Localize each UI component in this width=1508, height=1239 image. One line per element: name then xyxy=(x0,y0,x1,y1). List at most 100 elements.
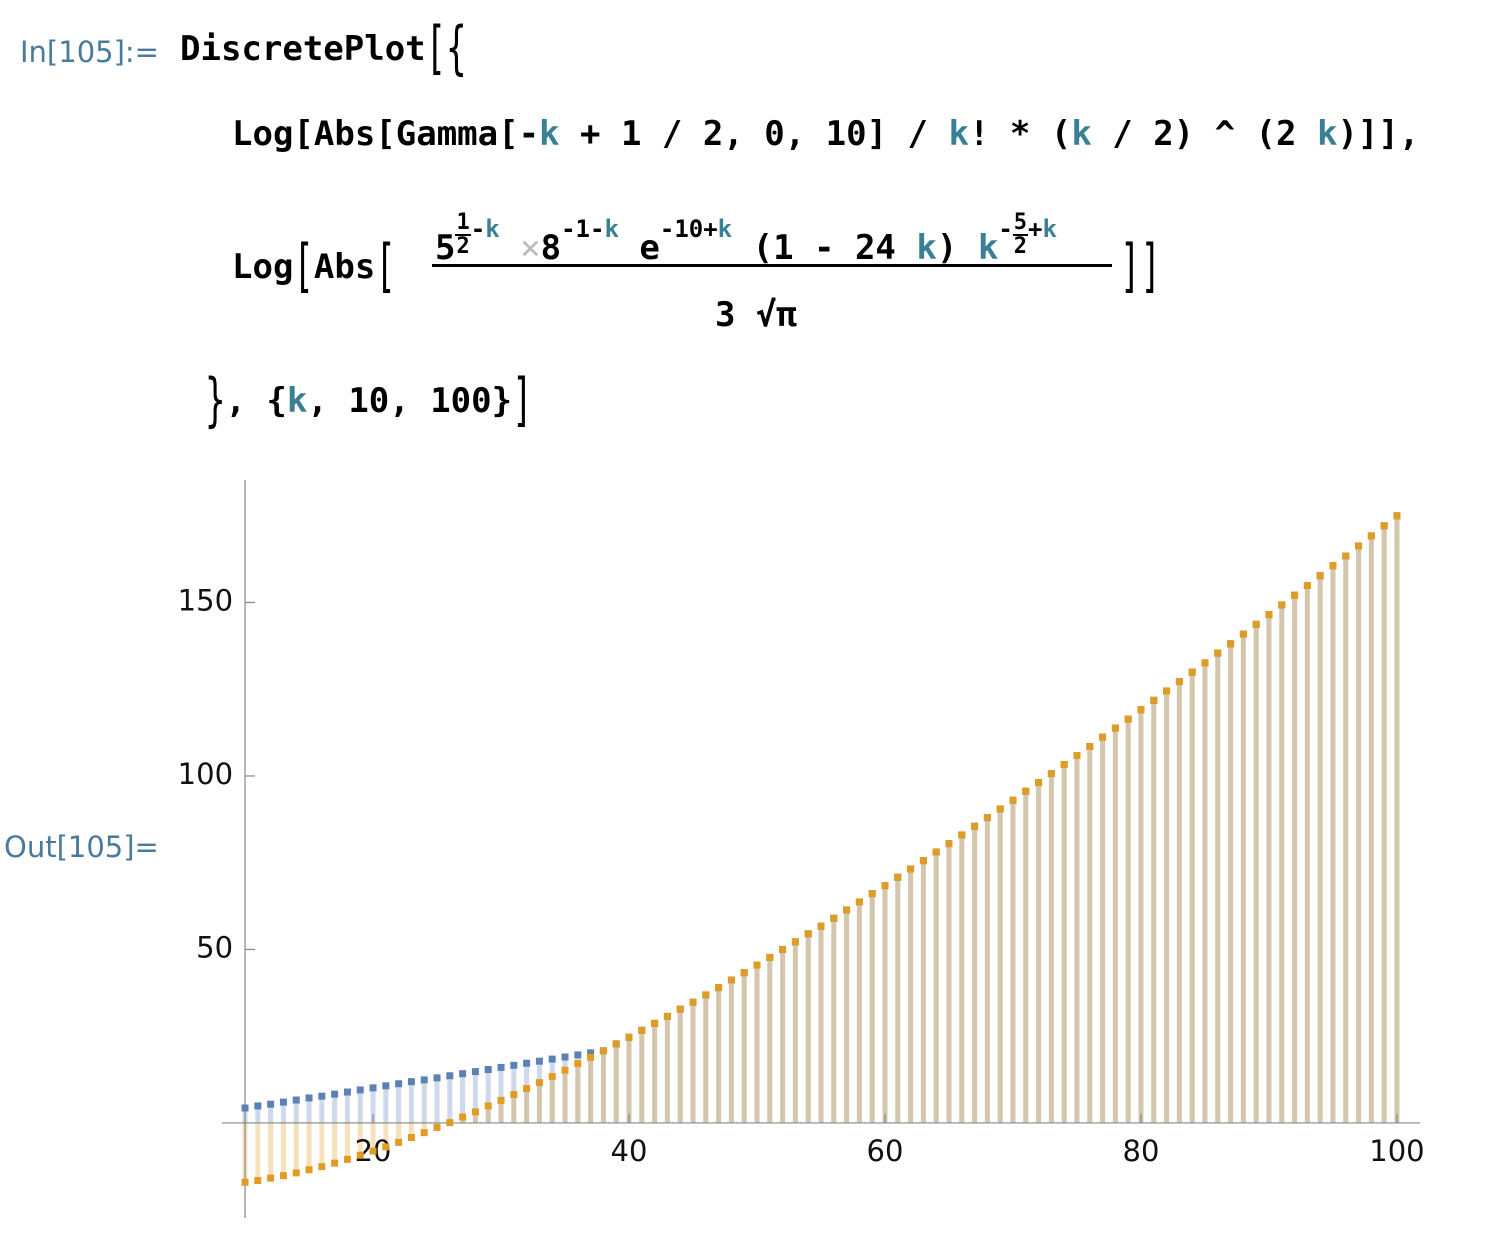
point xyxy=(497,1096,505,1104)
stem xyxy=(306,1122,312,1170)
stem xyxy=(536,1061,542,1123)
code-var: k xyxy=(286,381,308,421)
point xyxy=(587,1053,595,1061)
stem xyxy=(690,1002,696,1123)
point xyxy=(983,814,991,822)
stem xyxy=(1330,565,1336,1123)
point xyxy=(804,930,812,938)
stem xyxy=(1164,690,1170,1123)
point xyxy=(484,1065,492,1073)
stem xyxy=(562,1057,568,1123)
output-label: Out[105]= xyxy=(4,830,159,864)
stem xyxy=(1138,709,1144,1123)
code-token: )]], xyxy=(1337,114,1420,154)
stem xyxy=(1240,634,1246,1123)
stem xyxy=(1381,525,1387,1123)
code-token: + 1 / 2, 0, 10] / xyxy=(559,114,949,154)
point xyxy=(446,1072,454,1080)
stem xyxy=(1266,614,1272,1123)
code-token: ) xyxy=(936,228,958,268)
code-line: }, {k, 10, 100}] xyxy=(205,372,533,430)
point xyxy=(612,1040,620,1048)
stem xyxy=(805,933,811,1123)
stem xyxy=(626,1037,632,1123)
code-bracket: [ xyxy=(375,233,396,301)
point xyxy=(855,898,863,906)
point xyxy=(395,1080,403,1088)
point xyxy=(651,1019,659,1027)
code-token: 2 xyxy=(1013,234,1028,259)
point xyxy=(267,1174,275,1182)
stem xyxy=(946,843,952,1123)
stem xyxy=(1189,672,1195,1123)
point xyxy=(369,1084,377,1092)
stem xyxy=(997,808,1003,1123)
point xyxy=(1086,742,1094,750)
point xyxy=(433,1074,441,1082)
code-token: -10+ xyxy=(659,215,718,243)
stem xyxy=(1036,782,1042,1123)
point xyxy=(1099,733,1107,741)
stem xyxy=(1240,634,1246,1123)
stem xyxy=(588,1052,594,1123)
code-var: k xyxy=(977,228,999,268)
stem xyxy=(664,1016,670,1123)
code-token: Abs xyxy=(313,247,376,287)
point xyxy=(459,1113,467,1121)
code-bracket: ] xyxy=(512,367,533,435)
point xyxy=(727,976,735,984)
stem xyxy=(1010,800,1016,1123)
stem xyxy=(536,1082,542,1123)
point xyxy=(1355,542,1363,550)
stem xyxy=(421,1122,427,1133)
stem xyxy=(280,1102,286,1123)
code-var: k xyxy=(1316,114,1338,154)
stem xyxy=(1023,791,1029,1123)
stem xyxy=(728,979,734,1123)
point xyxy=(1150,696,1158,704)
stem xyxy=(1138,709,1144,1123)
point xyxy=(561,1066,569,1074)
stem xyxy=(959,834,965,1123)
point xyxy=(254,1177,262,1185)
stem xyxy=(690,1002,696,1123)
point xyxy=(971,822,979,830)
stem xyxy=(396,1083,402,1123)
code-token: 8 xyxy=(540,228,562,268)
stem xyxy=(1215,653,1221,1123)
code-var: k xyxy=(717,215,733,243)
point xyxy=(996,805,1004,813)
stem xyxy=(268,1104,274,1123)
stem xyxy=(447,1075,453,1123)
stem xyxy=(792,941,798,1123)
point xyxy=(791,938,799,946)
stem xyxy=(728,979,734,1123)
stem xyxy=(1368,535,1374,1123)
point xyxy=(1367,532,1375,540)
stem xyxy=(575,1063,581,1123)
stem xyxy=(524,1088,530,1123)
point xyxy=(753,961,761,969)
stem xyxy=(498,1100,504,1123)
code-var: k xyxy=(604,215,619,243)
code-line: ]] xyxy=(1120,238,1161,296)
stem xyxy=(332,1122,338,1164)
point xyxy=(843,906,851,914)
stem xyxy=(972,826,978,1123)
code-bracket: ] xyxy=(1120,233,1141,301)
code-token: - xyxy=(998,215,1013,243)
stem xyxy=(754,965,760,1123)
point xyxy=(1265,611,1273,619)
point xyxy=(305,1166,313,1174)
stem xyxy=(754,965,760,1123)
stem xyxy=(1074,755,1080,1123)
stem xyxy=(1343,555,1349,1123)
point xyxy=(433,1123,441,1131)
code-var: k xyxy=(948,114,969,154)
stem xyxy=(332,1094,338,1123)
stem xyxy=(1317,575,1323,1123)
stem xyxy=(344,1122,350,1160)
point xyxy=(958,831,966,839)
stem xyxy=(1010,800,1016,1123)
